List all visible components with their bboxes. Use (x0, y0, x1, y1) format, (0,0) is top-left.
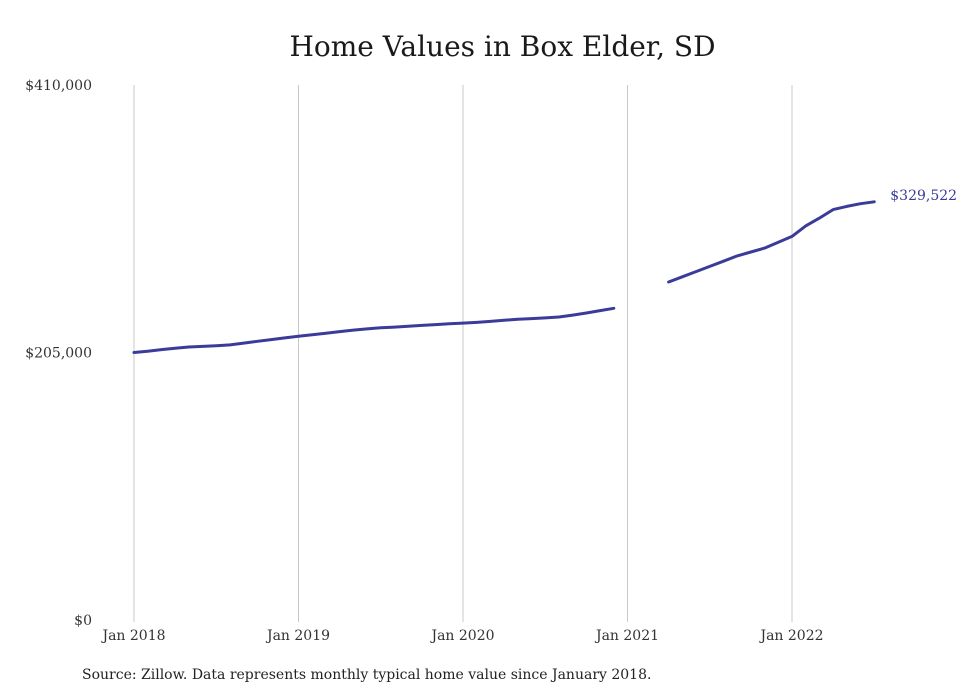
x-tick-label: Jan 2018 (100, 628, 165, 644)
y-tick-label: $205,000 (25, 346, 92, 362)
series-home-value (132, 200, 876, 354)
annotations: $329,522 (890, 188, 957, 204)
y-axis-ticks: $0 $205,000 $410,000 (25, 78, 92, 629)
source-note: Source: Zillow. Data represents monthly … (82, 667, 652, 683)
end-value-label: $329,522 (890, 188, 957, 204)
x-tick-label: Jan 2020 (429, 628, 494, 644)
x-tick-label: Jan 2022 (758, 628, 823, 644)
y-tick-label: $410,000 (25, 78, 92, 94)
chart-title: Home Values in Box Elder, SD (289, 30, 716, 63)
x-tick-label: Jan 2019 (265, 628, 330, 644)
x-axis-ticks: Jan 2018 Jan 2019 Jan 2020 Jan 2021 Jan 2022 (100, 628, 823, 644)
series-line-segment (132, 306, 616, 354)
x-tick-label: Jan 2021 (594, 628, 659, 644)
grid-lines (133, 85, 793, 622)
y-tick-label: $0 (74, 613, 92, 629)
series-line-segment (667, 200, 876, 284)
